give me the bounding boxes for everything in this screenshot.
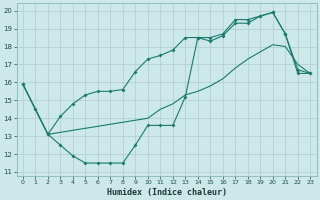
X-axis label: Humidex (Indice chaleur): Humidex (Indice chaleur) [107,188,227,197]
